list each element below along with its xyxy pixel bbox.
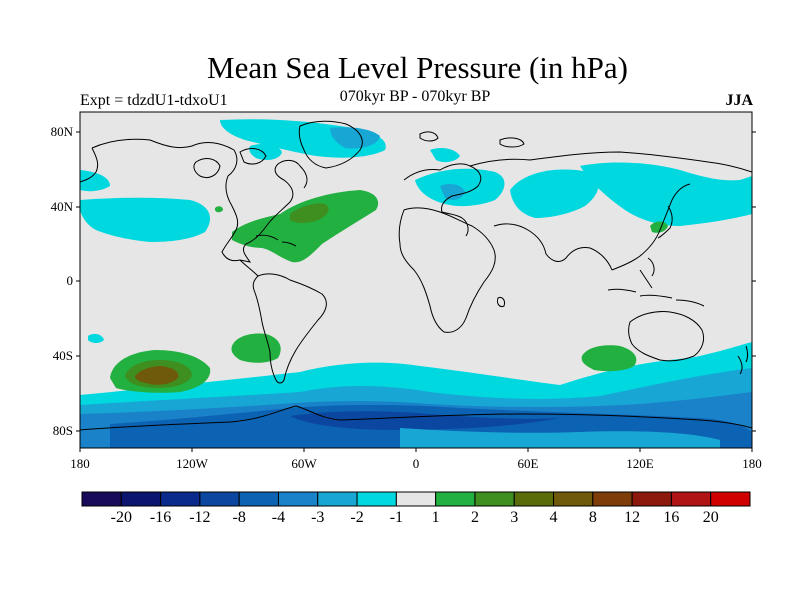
colorbar-label: 20: [703, 509, 719, 526]
coastlines: [80, 120, 752, 431]
experiment-label: Expt = tdzdU1-tdxoU1: [80, 92, 228, 109]
colorbar-swatch: [553, 491, 594, 507]
lat-tick-label: 80N: [51, 124, 74, 139]
lon-tick-label: 60E: [518, 456, 539, 471]
contour-pos2-atlantic: [290, 203, 329, 223]
lon-tick-label: 120E: [626, 456, 654, 471]
colorbar-label: -3: [311, 509, 324, 526]
contour-neg1-arctic-west: [249, 144, 282, 160]
lat-tick-label: 0: [67, 273, 74, 288]
contour-neg1-siberia: [580, 162, 752, 226]
colorbar-swatch: [81, 491, 122, 507]
colorbar-label: 8: [589, 509, 597, 526]
colorbar: -20 -16 -12 -8 -4 -3 -2 -1 1 2 3 4 8 12 16 20: [81, 491, 751, 526]
colorbar-label: -1: [390, 509, 403, 526]
colorbar-label: 2: [471, 509, 479, 526]
colorbar-swatch: [513, 491, 555, 507]
lat-axis: 80N 40N 0 40S 80S: [51, 124, 756, 438]
colorbar-swatch: [317, 491, 358, 507]
contour-pos1-japan: [650, 221, 668, 233]
pressure-field: [80, 112, 752, 448]
contour-pos3-spacific: [135, 366, 179, 385]
contour-neg1-east: [430, 148, 460, 163]
colorbar-label: 3: [510, 509, 518, 526]
contour-neg1-npacific: [80, 170, 110, 192]
colorbar-swatch: [120, 491, 162, 507]
lon-tick-label: 180: [742, 456, 762, 471]
colorbar-label: -20: [111, 509, 132, 526]
lon-tick-label: 120W: [176, 456, 209, 471]
colorbar-swatch: [395, 491, 437, 507]
contour-pos1-small: [215, 206, 223, 213]
lon-tick-label: 60W: [291, 456, 317, 471]
contour-neg1-southam: [88, 333, 104, 343]
lon-tick-label: 0: [413, 456, 420, 471]
contour-neg8-south: [290, 411, 560, 430]
colorbar-swatch: [631, 491, 672, 507]
contour-neg1-pacific-west: [80, 197, 210, 242]
colorbar-swatch: [592, 491, 633, 507]
colorbar-swatch: [238, 491, 279, 507]
period-label: 070kyr BP - 070kyr BP: [339, 88, 491, 105]
colorbar-label: 16: [663, 509, 679, 526]
colorbar-label: -12: [189, 509, 210, 526]
colorbar-swatch: [160, 491, 201, 507]
colorbar-label: 1: [432, 509, 440, 526]
colorbar-label: -4: [272, 509, 285, 526]
colorbar-swatch: [277, 491, 319, 507]
map-title: Mean Sea Level Pressure (in hPa): [207, 50, 628, 85]
colorbar-swatch: [474, 491, 515, 507]
contour-pos1-atlantic: [232, 190, 379, 263]
contour-neg2-arctic: [330, 127, 380, 149]
contour-neg2-europe: [440, 184, 465, 200]
lat-tick-label: 80S: [53, 423, 73, 438]
colorbar-swatch: [435, 491, 476, 507]
colorbar-swatch: [710, 491, 751, 507]
colorbar-label: -16: [150, 509, 171, 526]
colorbar-label: 12: [624, 509, 640, 526]
colorbar-label: -8: [233, 509, 246, 526]
contour-neg1-asia: [510, 169, 599, 218]
contour-pos1-indian: [581, 345, 637, 372]
lat-tick-label: 40S: [53, 348, 73, 363]
colorbar-swatch: [199, 491, 240, 507]
lat-tick-label: 40N: [51, 199, 74, 214]
season-label: JJA: [725, 92, 753, 109]
contour-neg2-strip: [400, 428, 720, 448]
colorbar-label: 4: [550, 509, 558, 526]
contour-pos1-chile: [231, 333, 281, 363]
lon-axis: 180 120W 60W 0 60E 120E 180: [70, 448, 762, 471]
colorbar-label: -2: [350, 509, 363, 526]
colorbar-swatch: [356, 491, 397, 507]
lon-tick-label: 180: [70, 456, 90, 471]
colorbar-swatch: [670, 491, 712, 507]
